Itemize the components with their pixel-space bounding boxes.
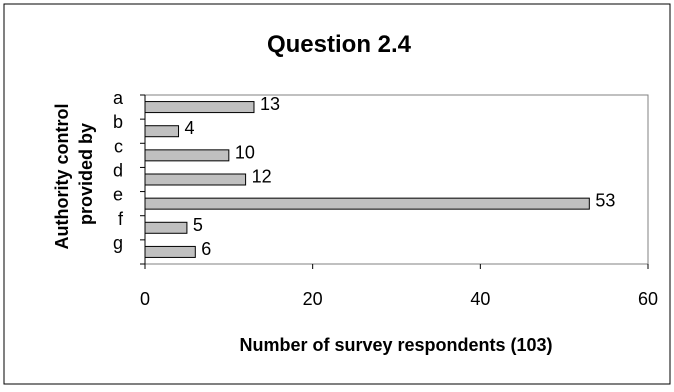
- plot-frame: [144, 94, 649, 265]
- category-label-f: f: [118, 209, 124, 229]
- bar-e: [144, 197, 590, 210]
- x-tick-label: 60: [638, 289, 658, 309]
- category-label-b: b: [113, 112, 123, 132]
- x-tick-label: 0: [140, 289, 150, 309]
- y-axis-title-line-2: provided by: [76, 123, 96, 225]
- bar-g: [144, 245, 196, 258]
- x-tick-label: 40: [470, 289, 490, 309]
- data-label-d: 12: [252, 167, 272, 187]
- bar-c: [144, 149, 230, 162]
- category-label-c: c: [114, 136, 123, 156]
- data-label-c: 10: [235, 142, 255, 162]
- data-label-a: 13: [260, 94, 280, 114]
- y-axis-title-line-1: Authority control: [52, 104, 72, 250]
- data-label-f: 5: [193, 215, 203, 235]
- x-axis-title: Number of survey respondents (103): [239, 335, 552, 355]
- bar-a: [144, 101, 255, 114]
- chart-title: Question 2.4: [267, 31, 412, 58]
- category-label-g: g: [113, 233, 123, 253]
- data-label-e: 53: [595, 191, 615, 211]
- bar-d: [144, 173, 247, 186]
- x-tick-label: 20: [303, 289, 323, 309]
- data-label-g: 6: [201, 239, 211, 259]
- bar-b: [144, 125, 180, 138]
- data-label-b: 4: [185, 118, 195, 138]
- category-label-d: d: [113, 161, 123, 181]
- category-label-a: a: [113, 88, 124, 108]
- category-label-e: e: [113, 185, 123, 205]
- y-axis-title: Authority control provided by: [52, 98, 96, 249]
- plot-area: 0 20 40 60 a 13 b 4 c 10 d 12 e 53 f 5 g 6: [113, 88, 658, 309]
- bar-f: [144, 221, 188, 234]
